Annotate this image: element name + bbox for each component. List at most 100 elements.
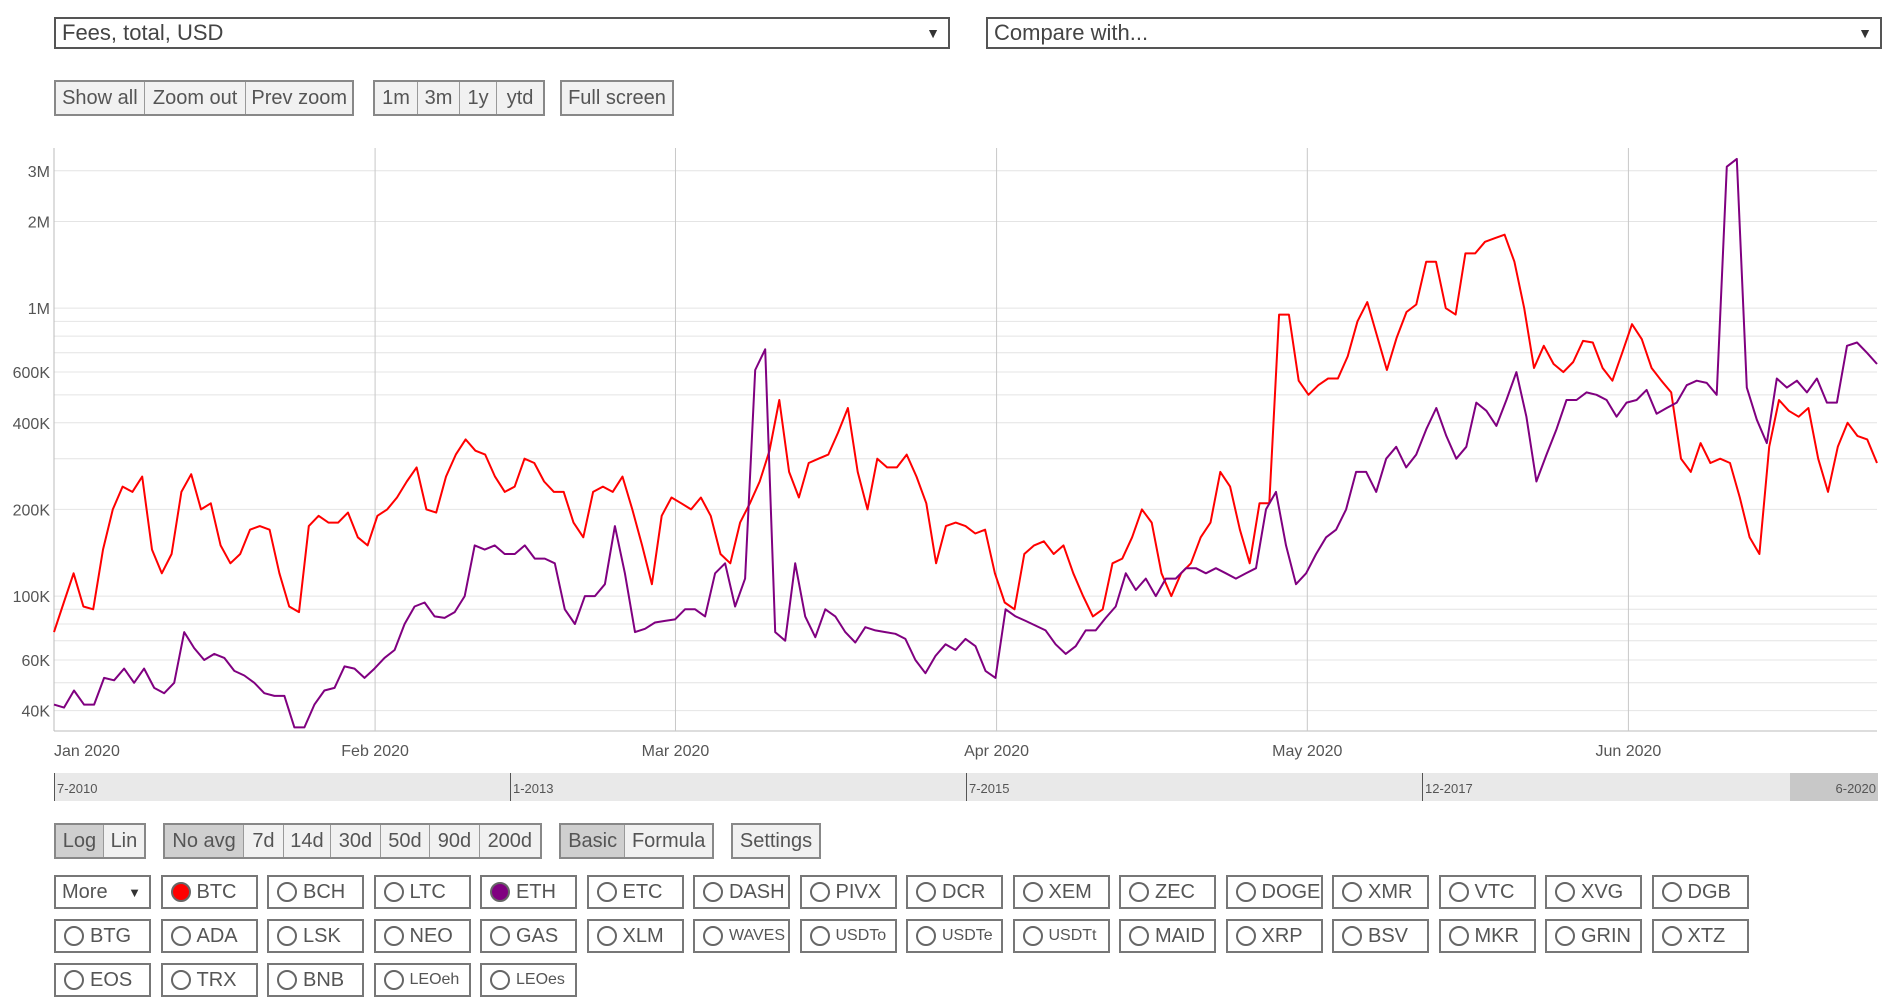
avg-button-group: No avg 7d 14d 30d 50d 90d 200d [163, 823, 542, 859]
coin-label: VTC [1474, 880, 1515, 903]
coin-toggle-neo[interactable]: NEO [373, 919, 471, 953]
y-tick-label: 2M [28, 214, 50, 231]
y-tick-label: 40K [22, 704, 51, 721]
coin-toggle-waves[interactable]: WAVES [693, 919, 790, 953]
no-avg-button[interactable]: No avg [165, 825, 245, 857]
coin-toggle-pivx[interactable]: PIVX [799, 875, 897, 909]
x-tick-label: Feb 2020 [341, 743, 409, 760]
coin-toggle-btg[interactable]: BTG [54, 919, 151, 953]
coin-toggle-ada[interactable]: ADA [160, 919, 258, 953]
navigator[interactable]: 7-2010 1-2013 7-2015 12-2017 6-2020 [54, 773, 1878, 801]
coin-toggle-mkr[interactable]: MKR [1438, 919, 1536, 953]
radio-icon [1448, 926, 1469, 946]
coin-label: ADA [196, 924, 238, 947]
coin-label: BNB [303, 968, 345, 991]
y-tick-label: 1M [28, 301, 50, 318]
coin-toggle-vtc[interactable]: VTC [1438, 875, 1536, 909]
coin-toggle-bnb[interactable]: BNB [267, 963, 364, 997]
full-screen-button[interactable]: Full screen [562, 82, 672, 114]
navigator-tick [54, 773, 55, 801]
radio-icon [1342, 926, 1362, 946]
avg-14d-button[interactable]: 14d [283, 825, 332, 857]
radio-icon [490, 970, 510, 990]
more-select[interactable]: More ▼ [54, 875, 151, 909]
coin-toggle-dgb[interactable]: DGB [1651, 875, 1749, 909]
range-button-group: 1m 3m 1y ytd [373, 80, 545, 116]
coin-toggle-xmr[interactable]: XMR [1332, 875, 1429, 909]
radio-icon [64, 926, 84, 946]
coin-label: TRX [196, 968, 237, 991]
coin-toggle-zec[interactable]: ZEC [1119, 875, 1216, 909]
range-1y-button[interactable]: 1y [459, 82, 498, 114]
coin-toggle-grin[interactable]: GRIN [1545, 919, 1642, 953]
radio-icon [277, 926, 297, 946]
coin-toggle-xvg[interactable]: XVG [1545, 875, 1642, 909]
coin-toggle-dash[interactable]: DASH [693, 875, 790, 909]
avg-50d-button[interactable]: 50d [380, 825, 431, 857]
coin-toggle-xem[interactable]: XEM [1012, 875, 1110, 909]
coin-toggle-ltc[interactable]: LTC [373, 875, 471, 909]
avg-200d-button[interactable]: 200d [479, 825, 540, 857]
chevron-down-icon: ▼ [128, 884, 141, 900]
coin-label: XRP [1261, 924, 1303, 947]
metric-select[interactable]: Fees, total, USD ▼ [54, 17, 950, 49]
fees-chart[interactable]: 40K 60K 100K 200K 400K 600K 1M 2M 3M Jan 2020 Feb… [0, 130, 1897, 770]
coin-toggle-usdtt[interactable]: USDTt [1012, 919, 1110, 953]
zoom-out-button[interactable]: Zoom out [144, 82, 247, 114]
navigator-label: 6-2020 [1835, 781, 1876, 796]
radio-icon [596, 926, 617, 946]
show-all-button[interactable]: Show all [56, 82, 145, 114]
coin-label: BTG [90, 924, 132, 947]
coin-toggle-gas[interactable]: GAS [480, 919, 577, 953]
coin-toggle-dcr[interactable]: DCR [906, 875, 1003, 909]
navigator-tick [510, 773, 511, 801]
coin-toggle-eth[interactable]: ETH [480, 875, 577, 909]
avg-90d-button[interactable]: 90d [430, 825, 480, 857]
navigator-tick [1422, 773, 1423, 801]
coin-label: ETC [622, 880, 663, 903]
coin-toggle-xrp[interactable]: XRP [1225, 919, 1323, 953]
range-ytd-button[interactable]: ytd [497, 82, 543, 114]
radio-icon [1555, 882, 1575, 902]
coin-label: DOGE [1261, 880, 1321, 903]
coin-toggle-bch[interactable]: BCH [267, 875, 364, 909]
radio-icon [809, 926, 830, 946]
coin-toggle-maid[interactable]: MAID [1119, 919, 1216, 953]
y-tick-label: 200K [13, 502, 51, 519]
coin-toggle-leoeh[interactable]: LEOeh [373, 963, 471, 997]
settings-button[interactable]: Settings [733, 825, 819, 857]
radio-icon [383, 970, 404, 990]
radio-icon [64, 970, 84, 990]
coin-toggle-eos[interactable]: EOS [54, 963, 151, 997]
zoom-button-group: Show all Zoom out Prev zoom [54, 80, 354, 116]
formula-mode-button[interactable]: Formula [625, 825, 712, 857]
coin-toggle-trx[interactable]: TRX [160, 963, 258, 997]
coin-toggle-usdte[interactable]: USDTe [906, 919, 1003, 953]
basic-mode-button[interactable]: Basic [561, 825, 626, 857]
coin-label: DGB [1687, 880, 1731, 903]
compare-select[interactable]: Compare with... ▼ [986, 17, 1882, 49]
navigator-label: 1-2013 [513, 781, 554, 796]
coin-toggle-xlm[interactable]: XLM [586, 919, 684, 953]
range-1m-button[interactable]: 1m [375, 82, 418, 114]
coin-toggle-doge[interactable]: DOGE [1225, 875, 1323, 909]
grid [53, 148, 1877, 732]
y-tick-label: 100K [13, 589, 51, 606]
coin-toggle-etc[interactable]: ETC [586, 875, 684, 909]
avg-30d-button[interactable]: 30d [331, 825, 381, 857]
lin-scale-button[interactable]: Lin [103, 825, 144, 857]
range-3m-button[interactable]: 3m [417, 82, 460, 114]
coin-toggle-usdto[interactable]: USDTo [799, 919, 897, 953]
log-scale-button[interactable]: Log [56, 825, 104, 857]
coin-toggle-leoes[interactable]: LEOes [480, 963, 577, 997]
coin-toggle-bsv[interactable]: BSV [1332, 919, 1429, 953]
avg-7d-button[interactable]: 7d [244, 825, 284, 857]
coin-toggle-lsk[interactable]: LSK [267, 919, 364, 953]
coin-toggle-xtz[interactable]: XTZ [1651, 919, 1749, 953]
radio-icon [703, 926, 723, 946]
prev-zoom-button[interactable]: Prev zoom [246, 82, 352, 114]
navigator-window[interactable] [1790, 773, 1878, 801]
y-tick-label: 600K [13, 365, 51, 382]
coin-toggle-btc[interactable]: BTC [160, 875, 258, 909]
coin-label: LSK [303, 924, 341, 947]
